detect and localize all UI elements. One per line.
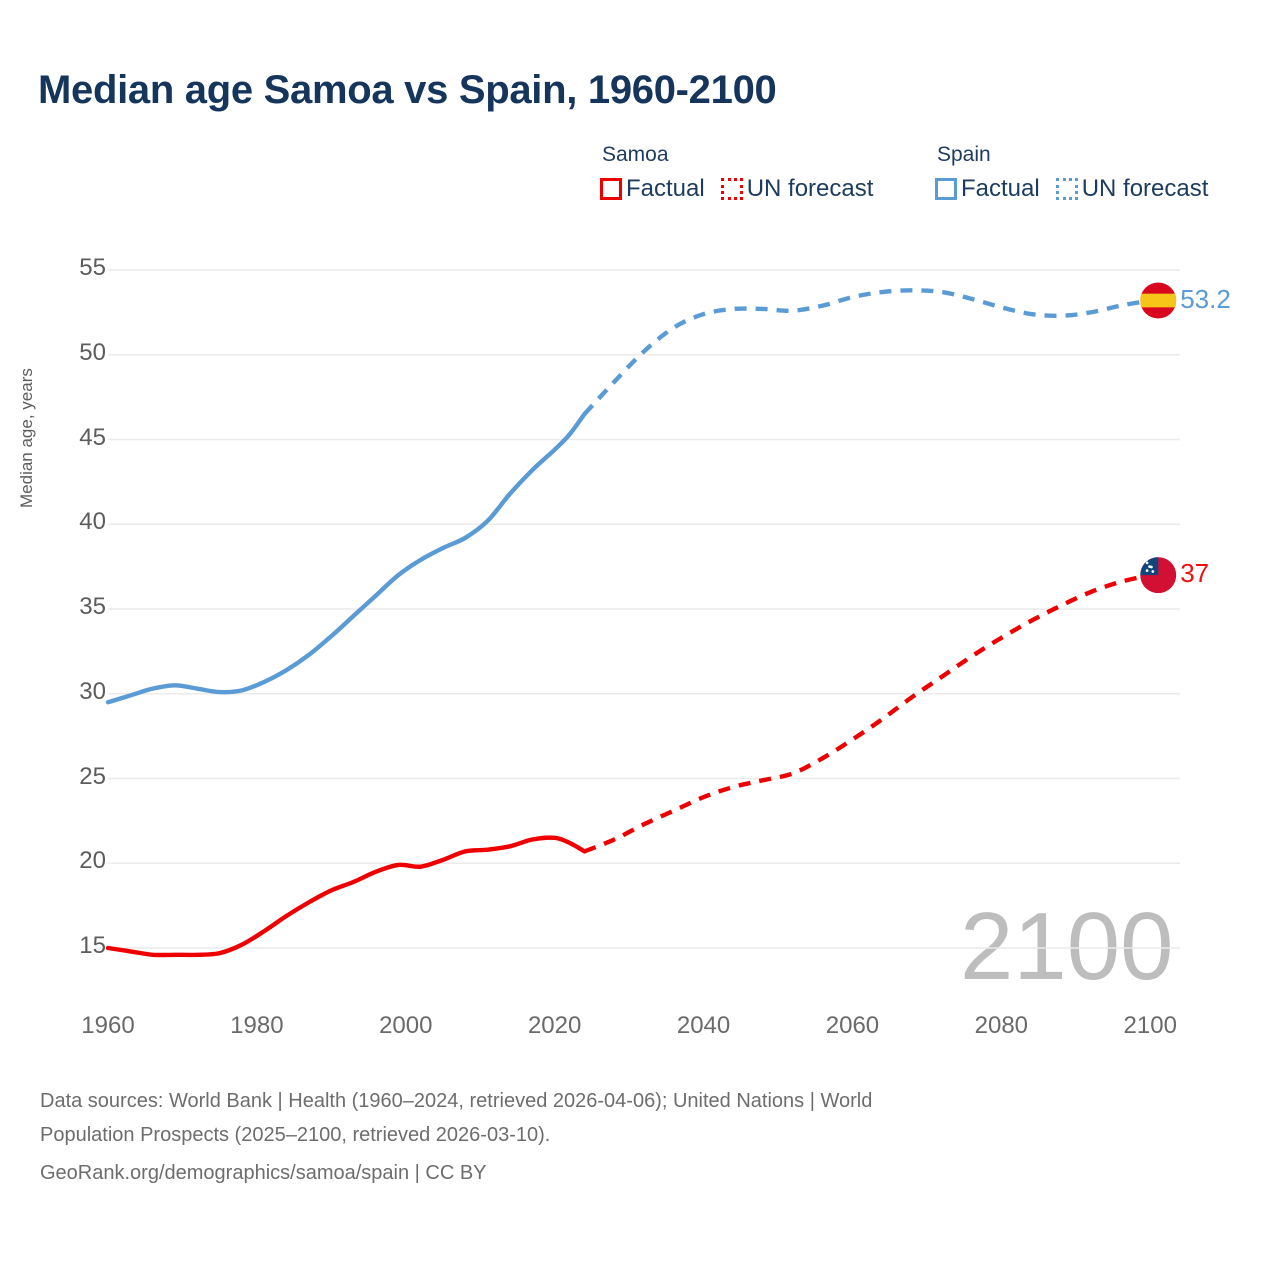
y-tick: 15 <box>50 932 106 960</box>
y-tick: 25 <box>50 763 106 791</box>
y-tick: 30 <box>50 678 106 706</box>
legend-group-title-samoa: Samoa <box>602 143 669 166</box>
legend-item-samoa-forecast[interactable]: UN forecast <box>720 175 874 203</box>
legend-swatch-solid-blue-icon <box>935 178 957 200</box>
y-tick-label: 35 <box>79 593 106 620</box>
y-tick: 35 <box>50 593 106 621</box>
footer-line-1: Data sources: World Bank | Health (1960–… <box>40 1090 873 1112</box>
end-label-samoa: 37 <box>1180 558 1210 589</box>
y-tick-label: 40 <box>79 508 106 536</box>
y-tick-label: 20 <box>79 847 106 875</box>
x-tick-label: 1980 <box>230 1012 284 1039</box>
series-line-forecast-spain <box>582 288 1151 416</box>
legend-label-samoa-forecast: UN forecast <box>746 175 874 202</box>
x-tick-label: 2000 <box>379 1012 433 1039</box>
series-line-factual-samoa <box>105 835 587 958</box>
year-watermark: 2100 <box>960 893 1174 1000</box>
series-line-factual-spain <box>105 411 587 705</box>
y-tick: 55 <box>50 254 106 282</box>
legend-group-spain: Spain Factual UN forecast <box>935 143 1208 203</box>
legend-label-samoa-factual: Factual <box>626 175 705 202</box>
x-tick-label: 2060 <box>825 1012 880 1039</box>
legend-label-spain-factual: Factual <box>961 175 1040 202</box>
legend-group-title-spain: Spain <box>937 143 991 166</box>
y-tick-label: 55 <box>79 254 106 281</box>
x-tick-label: 2100 <box>1123 1012 1177 1039</box>
y-tick: 50 <box>50 339 106 367</box>
legend-item-spain-factual[interactable]: Factual <box>935 175 1040 203</box>
x-tick-label: 2040 <box>676 1012 731 1039</box>
legend-group-samoa: Samoa Factual UN forecast <box>600 143 873 203</box>
x-tick-label: 2080 <box>974 1012 1029 1039</box>
y-tick-label: 25 <box>79 762 106 790</box>
x-tick-label: 2020 <box>527 1012 582 1039</box>
chart-legend: Samoa Factual UN forecast Spain Factual <box>600 143 1260 223</box>
series-line-forecast-samoa <box>583 572 1151 854</box>
y-tick-label: 45 <box>79 423 106 451</box>
footer-sources: Data sources: World Bank | Health (1960–… <box>40 1084 1200 1190</box>
y-tick: 20 <box>50 847 106 875</box>
footer-line-3: GeoRank.org/demographics/samoa/spain | C… <box>40 1162 487 1184</box>
spain-flag-icon <box>1140 282 1177 319</box>
legend-swatch-dotted-blue-icon <box>1055 178 1078 200</box>
legend-label-spain-forecast: UN forecast <box>1081 175 1209 202</box>
legend-item-samoa-factual[interactable]: Factual <box>600 175 705 203</box>
y-tick: 45 <box>50 424 106 452</box>
y-tick-label: 15 <box>79 932 106 959</box>
footer-line-2: Population Prospects (2025–2100, retriev… <box>40 1124 551 1146</box>
page-title: Median age Samoa vs Spain, 1960-2100 <box>38 68 777 112</box>
x-tick-label: 1960 <box>81 1012 135 1039</box>
y-tick-label: 30 <box>79 677 106 705</box>
y-tick-label: 50 <box>79 338 106 366</box>
y-tick: 40 <box>50 508 106 536</box>
legend-item-spain-forecast[interactable]: UN forecast <box>1055 175 1209 203</box>
legend-swatch-dotted-red-icon <box>720 178 743 200</box>
y-axis-title: Median age, years <box>17 368 36 508</box>
legend-swatch-solid-red-icon <box>600 178 622 200</box>
samoa-flag-icon <box>1140 557 1177 594</box>
end-label-spain: 53.2 <box>1180 283 1231 314</box>
